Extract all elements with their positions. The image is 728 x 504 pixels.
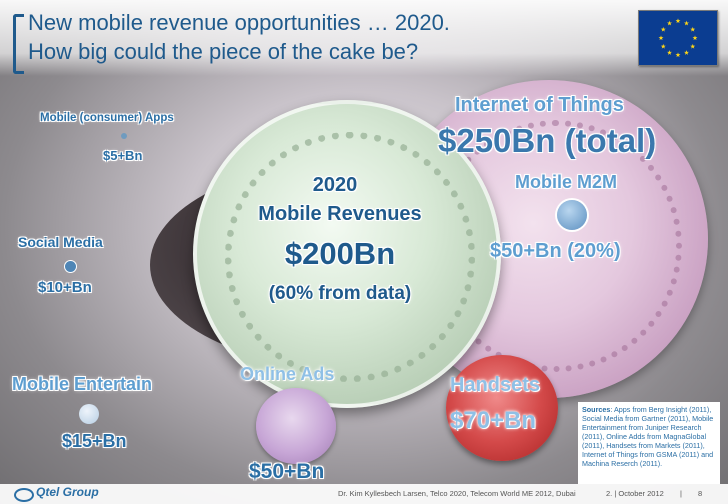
sources-note: Sources: Apps from Berg Insight (2011), …	[578, 402, 720, 484]
center-year: 2020	[312, 174, 358, 196]
handsets-value: $70+Bn	[450, 407, 537, 434]
center-label: Mobile Revenues	[258, 203, 422, 225]
online-ads-cake-shape	[256, 388, 336, 464]
sources-text: : Apps from Berg Insight (2011), Social …	[582, 405, 714, 468]
iot-value: $250Bn (total)	[438, 122, 657, 159]
apps-dot	[121, 133, 127, 139]
eu-flag-star	[684, 50, 689, 55]
m2m-label: Mobile M2M	[515, 172, 617, 192]
m2m-dot	[557, 200, 587, 230]
footer-page-number: 8	[698, 489, 703, 498]
footer-presenter: Dr. Kim Kyllesbech Larsen, Telco 2020, T…	[338, 489, 576, 498]
footer-date: 2. | October 2012	[606, 489, 664, 498]
online-ads-label: Online Ads	[240, 364, 335, 384]
slide-title-line-2: How big could the piece of the cake be?	[28, 39, 419, 64]
iot-label: Internet of Things	[455, 94, 624, 116]
social-media-value: $10+Bn	[38, 279, 92, 296]
center-note: (60% from data)	[268, 283, 412, 304]
eu-flag-star	[692, 35, 698, 41]
apps-value: $5+Bn	[103, 148, 143, 163]
apps-label: Mobile (consumer) Apps	[40, 112, 174, 124]
center-value: $200Bn	[284, 236, 396, 271]
eu-flag-star	[667, 50, 672, 55]
sources-heading: Sources	[582, 405, 611, 414]
eu-flag-star	[675, 52, 681, 58]
eu-flag-star	[690, 26, 696, 32]
qtel-logo-text: Qtel Group	[36, 485, 99, 499]
eu-flag-star	[667, 20, 672, 26]
title-band	[0, 0, 728, 76]
mobile-entertain-label: Mobile Entertain	[12, 374, 153, 394]
m2m-value: $50+Bn (20%)	[490, 240, 621, 262]
eu-flag-star	[675, 18, 681, 24]
slide-title-line-1: New mobile revenue opportunities … 2020.	[28, 10, 450, 35]
eu-flag-icon	[638, 10, 718, 66]
handsets-cake-shape	[446, 355, 558, 461]
title-bracket	[13, 14, 24, 74]
eu-flag-star	[660, 43, 666, 49]
eu-flag-star	[690, 43, 696, 49]
mobile-revenues-cake-decoration	[225, 132, 475, 382]
mobile-entertain-value: $15+Bn	[62, 431, 127, 451]
social-media-dot	[65, 261, 76, 272]
handsets-label: Handsets	[450, 374, 541, 396]
footer-separator: |	[680, 489, 682, 498]
eu-flag-stars	[658, 18, 698, 58]
eu-flag-star	[658, 35, 664, 41]
qtel-logo-icon	[14, 488, 34, 502]
eu-flag-star	[684, 20, 689, 26]
eu-flag-star	[660, 26, 666, 32]
footer-band	[0, 484, 728, 504]
mobile-entertain-dot	[79, 404, 99, 424]
social-media-label: Social Media	[18, 234, 103, 250]
online-ads-value: $50+Bn	[249, 460, 325, 483]
